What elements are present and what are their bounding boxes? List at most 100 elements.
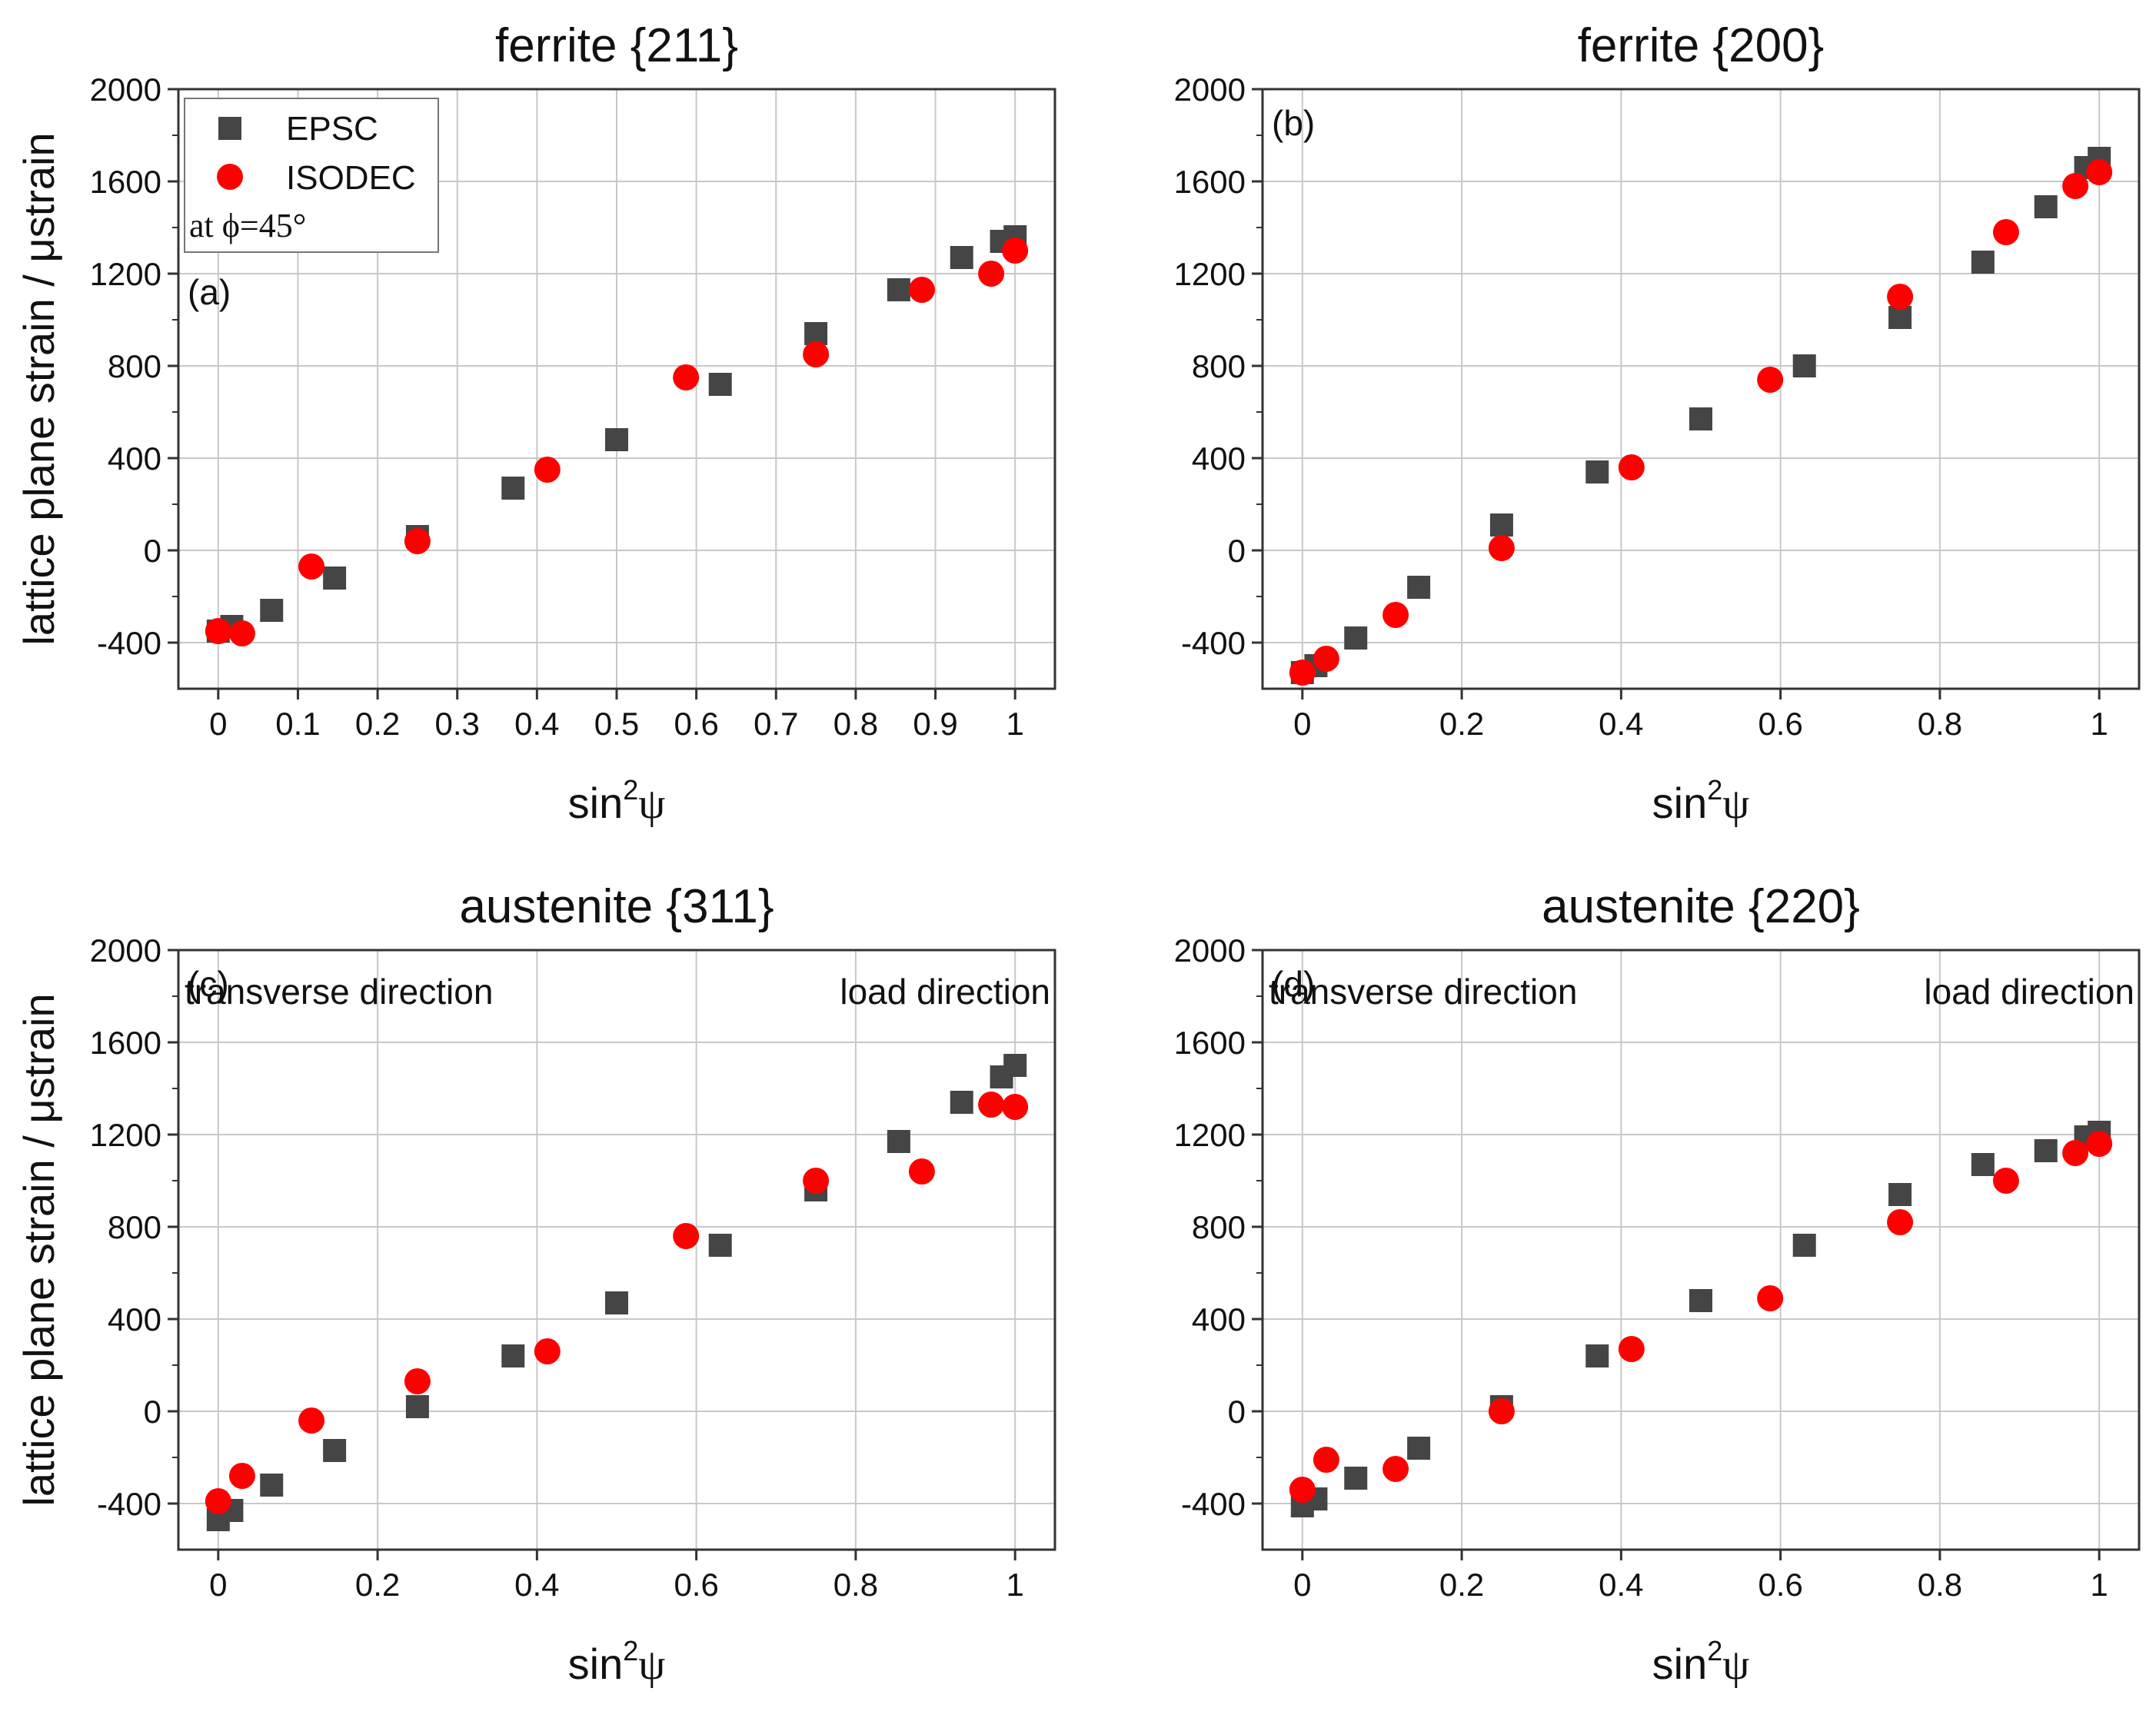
x-tick-label: 0.9: [913, 706, 957, 742]
x-axis-label-base: sin: [1652, 779, 1708, 827]
data-point-epsc: [950, 246, 973, 269]
panel-label: (d): [1272, 964, 1315, 1004]
data-point-epsc: [323, 567, 347, 590]
y-tick-label: 2000: [1174, 71, 1246, 108]
x-tick-label: 0.6: [1758, 706, 1802, 742]
y-tick-label: 2000: [90, 71, 161, 108]
x-tick-label: 0.4: [514, 1567, 559, 1603]
data-point-epsc: [1971, 251, 1995, 274]
y-tick-label: -400: [97, 1486, 161, 1522]
x-tick-label: 0.8: [1918, 1567, 1962, 1603]
panel-c: 0 0.2 0.4 0.6 0.8 1 -400 0 400 800 1200 1600 2000 aus…: [15, 880, 1056, 1689]
data-point-isodec: [534, 457, 561, 483]
x-axis-label-psi: ψ: [1722, 780, 1749, 828]
x-tick-label: 0.4: [514, 706, 559, 742]
data-point-isodec: [205, 618, 231, 644]
data-point-epsc: [501, 477, 525, 500]
data-point-epsc: [323, 1439, 347, 1462]
y-tick-label: 1600: [1174, 1025, 1246, 1061]
y-tick-label: 2000: [1174, 932, 1246, 969]
data-point-isodec: [908, 1158, 935, 1185]
y-tick-label: -400: [1181, 1486, 1246, 1522]
data-point-epsc: [1344, 1467, 1368, 1490]
x-tick-label: 0.4: [1599, 1567, 1643, 1603]
y-tick-label: 1200: [1174, 1117, 1246, 1153]
data-point-isodec: [205, 1488, 231, 1514]
x-tick-label: 0.7: [754, 706, 798, 742]
data-point-epsc: [1888, 1183, 1912, 1206]
data-point-isodec: [673, 364, 700, 390]
data-point-isodec: [1289, 660, 1316, 686]
data-point-isodec: [908, 277, 935, 303]
x-tick-label: 0.8: [833, 706, 878, 742]
x-axis-label-base: sin: [1652, 1640, 1708, 1688]
data-point-isodec: [1618, 1336, 1645, 1362]
data-point-isodec: [1002, 1094, 1029, 1120]
data-point-epsc: [501, 1344, 525, 1367]
data-point-epsc: [605, 1291, 628, 1314]
y-tick-label: 1600: [90, 1025, 161, 1061]
chart-title: ferrite {211}: [495, 19, 738, 72]
data-point-isodec: [978, 261, 1005, 287]
x-tick-label: 1: [2091, 706, 2108, 742]
data-point-epsc: [2034, 195, 2058, 218]
data-point-isodec: [978, 1092, 1005, 1118]
data-point-epsc: [950, 1091, 973, 1114]
x-axis-label-exponent: 2: [623, 774, 638, 806]
y-tick-label: 800: [108, 348, 161, 384]
data-point-isodec: [404, 1368, 431, 1394]
legend-marker-epsc: [218, 117, 241, 140]
plot-frame: [177, 88, 1056, 690]
data-point-isodec: [1313, 1447, 1339, 1473]
y-tick-label: 0: [144, 533, 161, 569]
legend-label-epsc: EPSC: [286, 110, 378, 148]
y-tick-label: 1200: [90, 1117, 161, 1153]
data-point-isodec: [2062, 1140, 2089, 1166]
data-point-epsc: [2034, 1139, 2058, 1162]
data-point-epsc: [887, 1130, 910, 1153]
chart-title: ferrite {200}: [1578, 19, 1825, 72]
x-tick-label: 1: [2091, 1567, 2108, 1603]
x-tick-label: 0.4: [1599, 706, 1643, 742]
data-point-epsc: [1585, 460, 1609, 483]
data-point-epsc: [1344, 626, 1368, 650]
x-axis-label: sin2ψ: [1652, 774, 1750, 828]
legend-label-isodec: ISODEC: [286, 159, 416, 197]
y-tick-label: 0: [1228, 533, 1246, 569]
x-axis-label: sin2ψ: [568, 774, 666, 828]
y-tick-label: 1200: [1174, 256, 1246, 292]
data-point-isodec: [1992, 219, 2019, 245]
plot-frame: [177, 949, 1056, 1551]
panel-a: 0 0.1 0.2 0.3 0.4 0.5 0.6 0.7 0.8 0.9 1 -400 0 400 800…: [15, 19, 1056, 828]
x-tick-label: 0: [1293, 1567, 1311, 1603]
x-tick-label: 1: [1006, 1567, 1024, 1603]
data-point-epsc: [405, 1395, 429, 1418]
x-axis-label-psi: ψ: [638, 1641, 665, 1689]
data-point-isodec: [1382, 1456, 1409, 1482]
data-point-isodec: [1757, 367, 1784, 393]
data-point-isodec: [1887, 1209, 1914, 1235]
x-tick-label: 0: [1293, 706, 1311, 742]
legend: EPSC ISODEC at ϕ=45°: [184, 98, 439, 253]
y-tick-label: -400: [1181, 625, 1246, 661]
y-tick-label: 2000: [90, 932, 161, 969]
data-point-isodec: [803, 341, 830, 367]
x-axis-label-exponent: 2: [1707, 1635, 1722, 1666]
y-tick-label: 400: [108, 1301, 161, 1338]
x-axis-label: sin2ψ: [568, 1635, 666, 1689]
data-point-isodec: [1887, 284, 1914, 310]
data-point-epsc: [1003, 1054, 1027, 1077]
panel-b: 0 0.2 0.4 0.6 0.8 1 -400 0 400 800 1200 1600 2000 fer…: [1174, 19, 2141, 828]
data-point-epsc: [887, 278, 910, 301]
data-point-epsc: [605, 428, 628, 451]
data-point-epsc: [1407, 1437, 1431, 1460]
data-point-epsc: [1407, 576, 1431, 599]
data-point-isodec: [1289, 1477, 1316, 1503]
y-axis-label: lattice plane strain / μstrain: [15, 132, 63, 645]
plot-frame: [1261, 949, 2141, 1551]
data-point-isodec: [1757, 1285, 1784, 1311]
data-point-isodec: [1488, 1398, 1515, 1424]
data-point-isodec: [1488, 535, 1515, 561]
chart-title: austenite {220}: [1542, 880, 1860, 933]
